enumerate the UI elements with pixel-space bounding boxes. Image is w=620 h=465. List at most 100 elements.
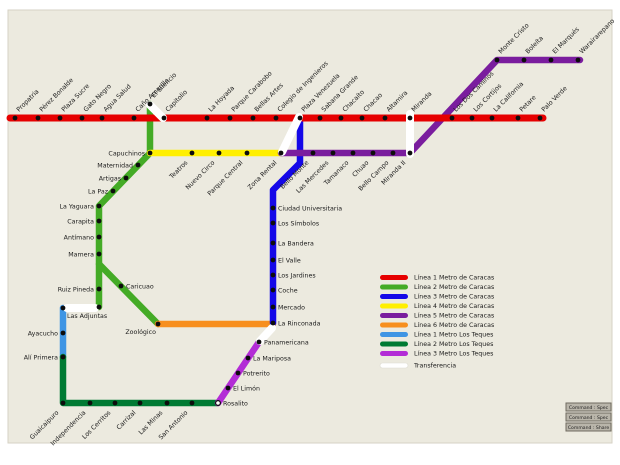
station-dot xyxy=(297,115,303,121)
station-label: Panamericana xyxy=(264,339,309,346)
station-dot xyxy=(515,115,521,121)
station-dot xyxy=(87,400,93,406)
command-badge[interactable] xyxy=(565,412,612,422)
station-dot xyxy=(225,385,231,391)
station-label: Las Adjuntas xyxy=(67,313,107,320)
legend-label: Línea 1 Metro Los Teques xyxy=(414,330,493,338)
station-dot xyxy=(110,188,116,194)
station-dot xyxy=(147,101,153,107)
station-dot xyxy=(245,355,251,361)
transfers-layer xyxy=(63,101,414,345)
station-dot xyxy=(57,115,63,121)
station-dot xyxy=(164,400,170,406)
station-dot xyxy=(273,115,279,121)
station-dot xyxy=(270,240,276,246)
station-dot xyxy=(270,257,276,263)
metro-line-linea-5-caracas xyxy=(277,56,584,157)
legend-label: Línea 3 Metro Los Teques xyxy=(414,349,493,357)
legend-swatch xyxy=(380,275,408,280)
station-label: Los Símbolos xyxy=(278,219,319,227)
station-dot xyxy=(96,286,102,292)
station-dot xyxy=(359,115,365,121)
station-dot xyxy=(270,320,276,326)
command-badge-label: Command : Share xyxy=(568,425,610,431)
station-label: Alí Primera xyxy=(24,353,58,361)
command-badges: Command : Spec Command : Spec Command : Sh… xyxy=(565,402,612,432)
station-dot xyxy=(204,115,210,121)
legend-label: Línea 3 Metro de Caracas xyxy=(414,292,494,300)
command-badge-label: Command : Spec xyxy=(569,415,609,421)
station-dot xyxy=(60,354,66,360)
station-label: Carapita xyxy=(67,218,94,225)
station-dot xyxy=(12,115,18,121)
command-badge-label: Command : Spec xyxy=(569,405,609,411)
station-dot xyxy=(407,115,413,121)
legend-swatch xyxy=(379,362,409,369)
station-label: La Bandera xyxy=(278,240,314,247)
station-label: Caricuao xyxy=(126,283,154,290)
station-dot xyxy=(537,115,543,121)
legend-swatch xyxy=(380,341,408,347)
legend-label: Línea 5 Metro de Caracas xyxy=(414,311,494,319)
legend-label: Línea 6 Metro de Caracas xyxy=(414,321,494,329)
legend-swatch xyxy=(380,303,408,309)
station-dot xyxy=(227,115,233,121)
station-label: El Valle xyxy=(278,257,301,264)
legend: Línea 1 Metro de Caracas Línea 2 Metro de… xyxy=(379,273,494,369)
station-dot xyxy=(96,251,102,257)
station-dot xyxy=(79,115,85,121)
station-dot xyxy=(390,150,396,156)
station-dot xyxy=(449,115,455,121)
station-dot xyxy=(350,150,356,156)
station-dot xyxy=(112,400,118,406)
station-label: Ciudad Universitaria xyxy=(278,205,342,212)
station-dot xyxy=(278,150,284,156)
station-label: Artigas xyxy=(99,175,121,182)
station-label: La Paz xyxy=(88,188,109,195)
transfer-panamericana-la-rinconada xyxy=(256,324,276,345)
map-panel xyxy=(7,9,613,444)
station-dot xyxy=(60,400,66,406)
station-dot xyxy=(235,370,241,376)
station-dot xyxy=(244,150,250,156)
metro-line-linea-3-caracas xyxy=(269,114,304,327)
station-label: Mamera xyxy=(68,251,94,258)
station-dot xyxy=(270,287,276,293)
station-dot xyxy=(118,283,124,289)
station-dot xyxy=(161,115,167,121)
station-dot xyxy=(382,115,388,121)
station-dot xyxy=(131,115,137,121)
station-dot xyxy=(270,205,276,211)
station-dot xyxy=(147,150,153,156)
station-label: La Mariposa xyxy=(253,355,291,362)
station-label: Coche xyxy=(278,287,298,294)
station-label: Capuchinos xyxy=(108,150,145,157)
command-badge[interactable] xyxy=(565,422,612,432)
station-dot xyxy=(310,150,316,156)
station-dot xyxy=(575,57,581,63)
station-dot xyxy=(96,218,102,224)
legend-swatch xyxy=(380,351,408,356)
station-dot xyxy=(99,115,105,121)
station-dot xyxy=(270,304,276,310)
station-label: Rosalito xyxy=(223,400,248,407)
station-label: Potrerito xyxy=(243,370,270,377)
legend-swatch xyxy=(380,322,408,328)
station-dot xyxy=(189,400,195,406)
station-dot xyxy=(96,203,102,209)
station-dot xyxy=(270,272,276,278)
station-dot xyxy=(135,162,141,168)
station-dot xyxy=(215,400,222,407)
station-label: Mercado xyxy=(278,304,305,311)
legend-swatch xyxy=(380,332,408,337)
command-badge[interactable] xyxy=(565,402,612,412)
station-label: Los Jardines xyxy=(278,272,316,279)
legend-swatch xyxy=(380,294,408,299)
station-dot xyxy=(189,150,195,156)
station-dot xyxy=(494,57,500,63)
station-dot xyxy=(96,304,102,310)
legend-label: Línea 2 Metro Los Teques xyxy=(414,340,493,348)
station-dot xyxy=(35,115,41,121)
station-dot xyxy=(407,150,413,156)
